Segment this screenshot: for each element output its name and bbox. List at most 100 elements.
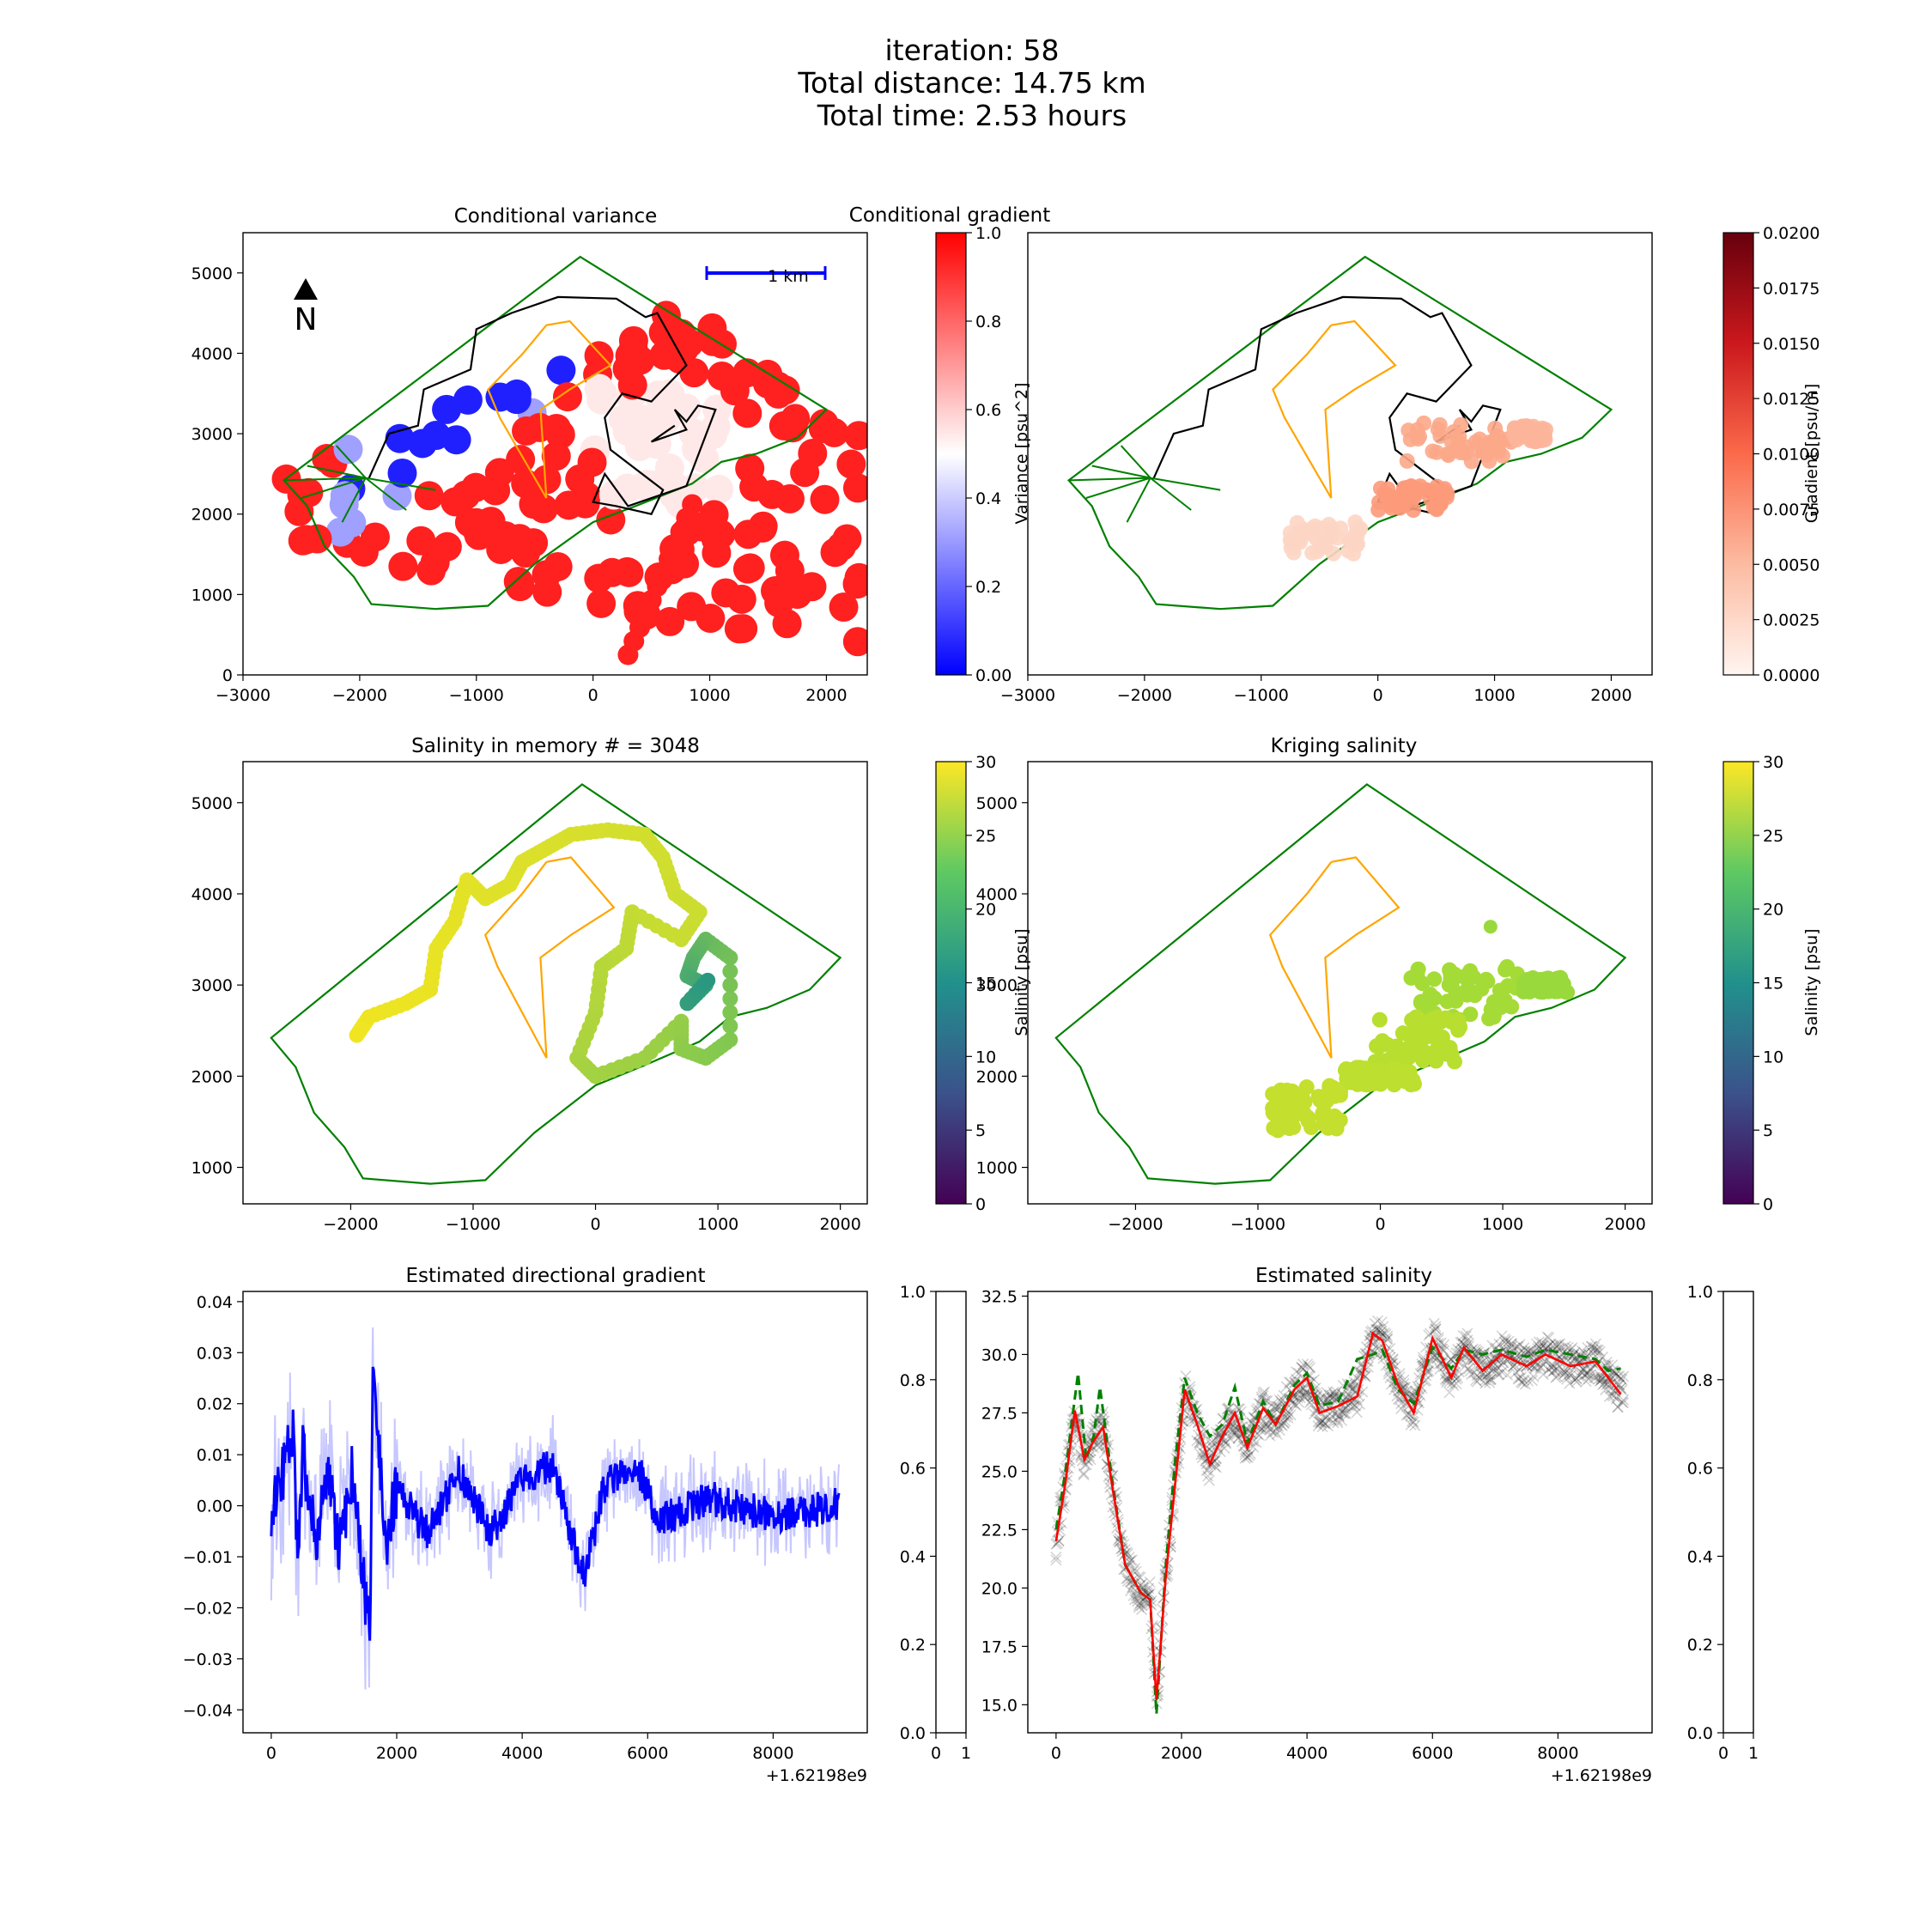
- ensemble-sample-marker: [1127, 1589, 1139, 1601]
- variance-sample-point: [701, 412, 731, 442]
- side-axis-gradient: [935, 1291, 967, 1734]
- ensemble-sample-marker: [1462, 1363, 1475, 1375]
- ensemble-sample-marker: [1450, 1378, 1462, 1390]
- ensemble-sample-marker: [1547, 1360, 1559, 1372]
- ensemble-sample-marker: [1133, 1571, 1145, 1583]
- ensemble-sample-marker: [1079, 1459, 1091, 1471]
- kriging-sample-point: [1462, 1006, 1479, 1023]
- y-tick-label: 0.00: [197, 1498, 233, 1516]
- kriging-sample-point: [1372, 1076, 1388, 1092]
- ensemble-sample-marker: [1267, 1426, 1279, 1438]
- x-tick-label: −1000: [1230, 1215, 1285, 1234]
- colorbar-salinity-kriging-tick-label: 0: [1763, 1195, 1773, 1214]
- ensemble-sample-marker: [1536, 1336, 1548, 1348]
- gradient-sample-point: [1435, 483, 1451, 500]
- variance-sample-point: [652, 404, 682, 434]
- variance-sample-point: [407, 428, 437, 459]
- ensemble-sample-marker: [1271, 1428, 1283, 1441]
- ensemble-sample-marker: [1392, 1393, 1405, 1405]
- title-salinity-memory: Salinity in memory # = 3048: [411, 735, 700, 757]
- ensemble-sample-marker: [1435, 1358, 1447, 1370]
- colorbar-gradient: [1722, 232, 1754, 676]
- ensemble-sample-marker: [1473, 1346, 1485, 1358]
- kriging-sample-point: [1498, 962, 1514, 978]
- side-axis-gradient-y-tick-label: 0.4: [900, 1547, 926, 1566]
- ensemble-sample-marker: [1609, 1385, 1621, 1397]
- ensemble-sample-marker: [1200, 1458, 1212, 1470]
- ensemble-sample-marker: [1522, 1375, 1534, 1387]
- ensemble-sample-marker: [1609, 1370, 1621, 1382]
- gradient-star-ray: [1126, 477, 1151, 523]
- ensemble-sample-marker: [1600, 1384, 1612, 1396]
- ensemble-sample-marker: [1589, 1371, 1601, 1384]
- ensemble-sample-marker: [1484, 1374, 1496, 1386]
- ensemble-sample-marker: [1514, 1339, 1526, 1351]
- kriging-sample-point: [1372, 1037, 1388, 1054]
- y-tick-label: −0.01: [183, 1548, 233, 1567]
- kriging-sample-point: [1540, 978, 1557, 994]
- ensemble-sample-marker: [1128, 1563, 1141, 1575]
- suptitle-line-2: Total distance: 14.75 km: [797, 66, 1145, 100]
- memory-track-point: [722, 1031, 738, 1048]
- colorbar-salinity-kriging-label: Salinity [psu]: [1802, 928, 1821, 1036]
- variance-sample-point: [503, 567, 533, 597]
- ensemble-sample-marker: [1123, 1552, 1135, 1564]
- ensemble-sample-marker: [1467, 1343, 1479, 1355]
- kriging-sample-point: [1559, 984, 1576, 1000]
- ensemble-sample-marker: [1364, 1347, 1376, 1359]
- colorbar-salinity-memory-tick-label: 10: [975, 1048, 996, 1066]
- ensemble-sample-marker: [1343, 1380, 1355, 1392]
- ensemble-sample-marker: [1371, 1349, 1383, 1361]
- kriging-sample-point: [1386, 1061, 1402, 1078]
- ensemble-sample-marker: [1561, 1373, 1573, 1385]
- variance-sample-point: [732, 554, 762, 584]
- kriging-sample-point: [1552, 969, 1569, 986]
- ensemble-sample-marker: [1114, 1533, 1126, 1545]
- side-axis-salinity-y-tick-label: 0.4: [1687, 1547, 1713, 1566]
- kriging-orange-contour: [1268, 856, 1400, 1059]
- ensemble-sample-marker: [1479, 1370, 1492, 1382]
- title-conditional-variance: Conditional variance: [454, 205, 658, 228]
- side-axis-gradient-x-tick-label: 1: [961, 1744, 971, 1763]
- ensemble-sample-marker: [1537, 1359, 1549, 1371]
- ensemble-sample-marker: [1541, 1331, 1553, 1343]
- ensemble-sample-marker: [1326, 1406, 1338, 1418]
- ensemble-sample-marker: [1097, 1411, 1109, 1423]
- ensemble-sample-marker: [1512, 1372, 1524, 1384]
- gradient-star-ray: [1150, 477, 1192, 511]
- ensemble-sample-marker: [1568, 1348, 1580, 1360]
- x-offset-label-gradient: +1.62198e9: [766, 1766, 867, 1785]
- ensemble-sample-marker: [1591, 1344, 1603, 1356]
- ensemble-sample-marker: [1228, 1427, 1240, 1439]
- gradient-estimate-line: [270, 1366, 841, 1641]
- x-tick-label: 0: [590, 1215, 600, 1234]
- kriging-sample-point: [1457, 968, 1473, 984]
- gradient-sample-point: [1294, 528, 1310, 544]
- ensemble-sample-marker: [1260, 1424, 1272, 1436]
- ensemble-sample-marker: [1291, 1366, 1303, 1378]
- ensemble-sample-marker: [1255, 1391, 1267, 1403]
- ensemble-sample-marker: [1618, 1397, 1630, 1409]
- variance-sample-point: [720, 376, 750, 406]
- ensemble-sample-marker: [1516, 1371, 1528, 1383]
- gradient-sample-point: [1370, 501, 1387, 518]
- colorbar-salinity-memory-tick-label: 15: [975, 975, 996, 993]
- x-tick-label: 1000: [1473, 686, 1515, 705]
- ensemble-sample-marker: [1218, 1443, 1230, 1455]
- ensemble-sample-marker: [1470, 1374, 1482, 1387]
- ensemble-sample-marker: [1498, 1357, 1510, 1369]
- kriging-sample-point: [1426, 990, 1443, 1006]
- axes-frame-gradient: [1027, 232, 1653, 676]
- ensemble-sample-marker: [1468, 1367, 1480, 1379]
- y-tick-label: 5000: [976, 794, 1018, 813]
- ensemble-sample-marker: [1510, 1367, 1522, 1379]
- variance-sample-point: [288, 526, 318, 556]
- gradient-sample-point: [1481, 434, 1498, 451]
- ensemble-sample-marker: [1564, 1368, 1576, 1380]
- ensemble-sample-marker: [1525, 1345, 1537, 1357]
- ensemble-sample-marker: [1519, 1378, 1531, 1390]
- kriging-sample-point: [1518, 981, 1534, 997]
- variance-sample-point: [552, 382, 582, 412]
- variance-sample-point: [677, 592, 707, 622]
- ensemble-sample-marker: [1503, 1335, 1515, 1347]
